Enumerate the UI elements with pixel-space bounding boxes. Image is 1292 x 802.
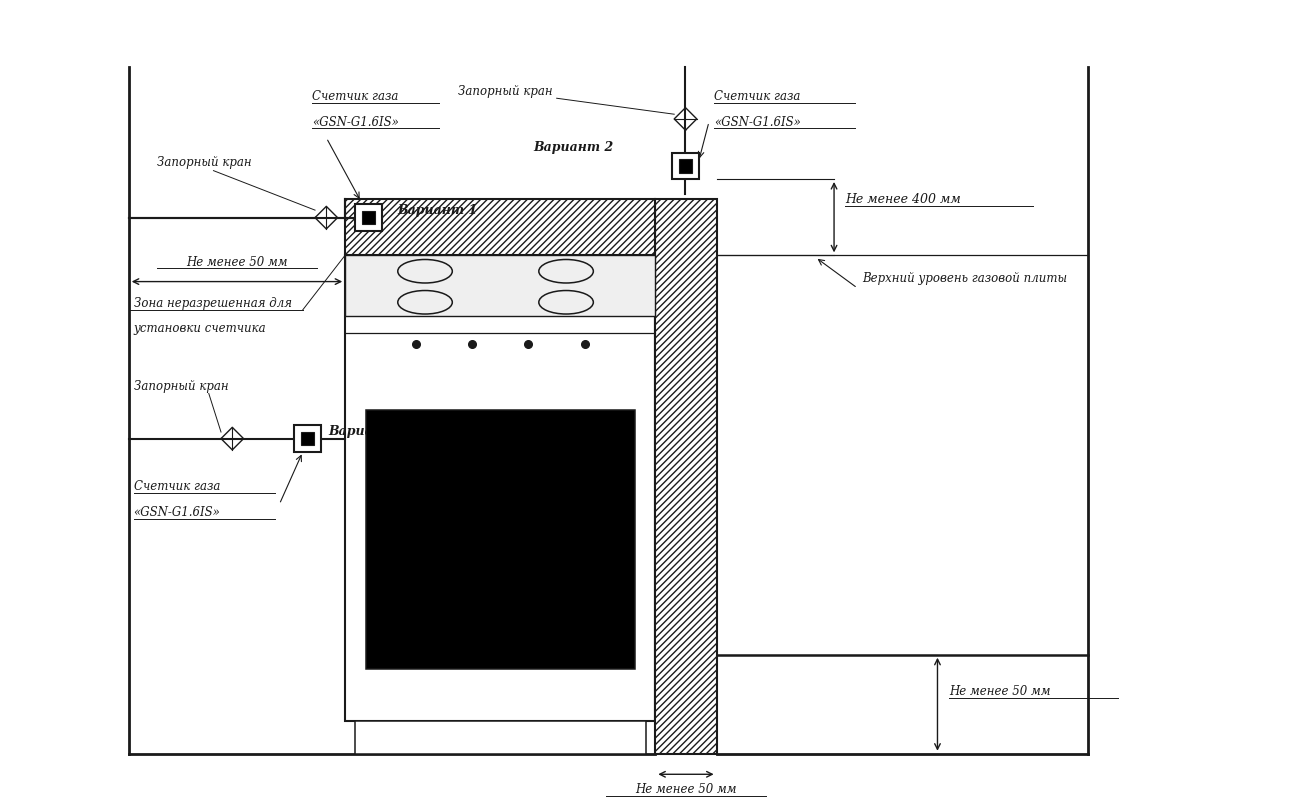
Bar [345, 255, 655, 316]
Text: Счетчик газа: Счетчик газа [313, 90, 399, 103]
Text: Вариант 1: Вариант 1 [397, 204, 477, 217]
Bar [366, 411, 634, 669]
Text: Не менее 50 мм: Не менее 50 мм [948, 685, 1050, 698]
Text: «GSN-G1.6IS»: «GSN-G1.6IS» [313, 115, 399, 128]
Text: Счетчик газа: Счетчик газа [133, 480, 220, 493]
Bar [354, 721, 646, 754]
Bar [678, 160, 693, 172]
Text: Не менее 50 мм: Не менее 50 мм [186, 256, 288, 269]
Text: Вариант 2: Вариант 2 [534, 140, 614, 154]
Text: Не менее 400 мм: Не менее 400 мм [845, 193, 961, 206]
Text: Не менее 50 мм: Не менее 50 мм [636, 783, 736, 796]
Bar [672, 152, 699, 179]
Text: Запорный кран: Запорный кран [457, 86, 553, 99]
Bar [295, 425, 320, 452]
Bar [345, 255, 655, 721]
Text: Запорный кран: Запорный кран [158, 156, 252, 169]
Bar [301, 432, 314, 445]
Text: «GSN-G1.6IS»: «GSN-G1.6IS» [713, 115, 801, 128]
Text: Зона неразрешенная для: Зона неразрешенная для [133, 297, 292, 310]
Bar [655, 199, 717, 754]
Text: Вариант 3: Вариант 3 [328, 424, 408, 438]
Bar [345, 199, 655, 255]
Text: Запорный кран: Запорный кран [133, 379, 229, 393]
Text: установки счетчика: установки счетчика [133, 322, 266, 335]
Text: «GSN-G1.6IS»: «GSN-G1.6IS» [133, 506, 221, 519]
Text: Верхний уровень газовой плиты: Верхний уровень газовой плиты [862, 272, 1067, 285]
Text: Счетчик газа: Счетчик газа [713, 90, 800, 103]
Bar [362, 211, 375, 225]
Bar [355, 205, 382, 231]
